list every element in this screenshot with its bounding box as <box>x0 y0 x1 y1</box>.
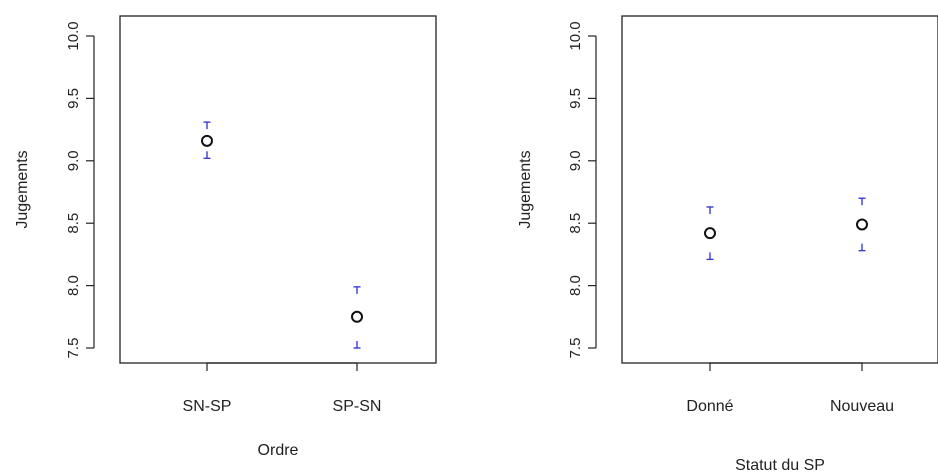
data-point <box>704 227 716 240</box>
x-tick-label: Nouveau <box>830 398 894 415</box>
x-axis-label: Ordre <box>258 442 299 459</box>
y-tick-label: 10.0 <box>65 21 82 50</box>
y-tick-label: 10.0 <box>567 21 584 50</box>
plot-frame <box>621 15 938 364</box>
y-axis-label: Jugements <box>517 150 534 228</box>
y-tick-label: 9.0 <box>567 150 584 171</box>
y-tick-label: 7.5 <box>65 338 82 359</box>
data-point <box>351 310 363 323</box>
y-tick-label: 8.0 <box>65 275 82 296</box>
data-point <box>201 134 213 147</box>
y-tick-label: 8.0 <box>567 275 584 296</box>
y-tick-label: 7.5 <box>567 338 584 359</box>
data-point <box>856 218 868 231</box>
y-tick-label: 9.5 <box>65 88 82 109</box>
x-tick-label: SN-SP <box>183 398 232 415</box>
y-tick-label: 9.0 <box>65 150 82 171</box>
plot-frame <box>119 15 437 364</box>
panel-statut-du-sp: 7.5 8.0 8.5 9.0 9.5 10.0 Donné Nouveau Statut du… <box>517 15 938 473</box>
x-axis-label: Statut du SP <box>735 457 825 473</box>
y-axis-label: Jugements <box>14 150 31 228</box>
panel-ordre: 7.5 8.0 8.5 9.0 9.5 10.0 SN-SP SP-SN Ordre Jugeme… <box>14 15 437 459</box>
x-tick-label: SP-SN <box>333 398 382 415</box>
x-tick-label: Donné <box>686 398 733 415</box>
y-tick-label: 8.5 <box>65 213 82 234</box>
y-tick-label: 8.5 <box>567 213 584 234</box>
y-tick-label: 9.5 <box>567 88 584 109</box>
